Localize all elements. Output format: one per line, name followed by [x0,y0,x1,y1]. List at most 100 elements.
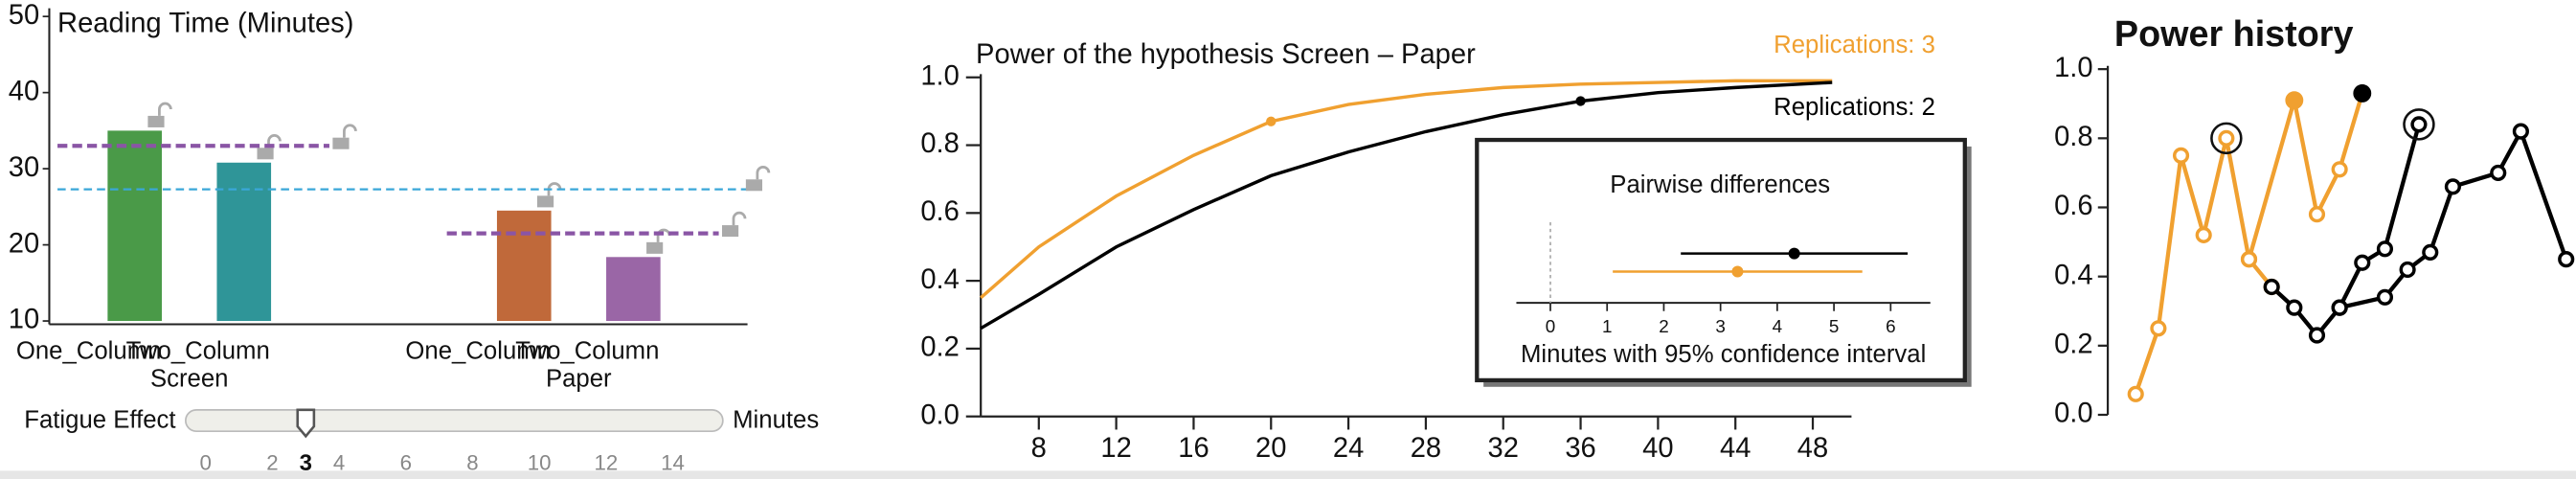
lock-icon[interactable] [536,195,554,208]
x-tick-label: 8 [1031,433,1047,464]
x-tick-label: Two_Column [126,337,270,364]
highlight-point [1266,116,1277,126]
lock-icon[interactable] [147,115,165,127]
inset-tick-label: 1 [1602,317,1612,337]
history-point[interactable] [2195,226,2212,243]
history-point[interactable] [2150,320,2167,337]
y-tick-label: 0.6 [2054,191,2093,221]
group-label: Paper [546,366,612,393]
selected-point[interactable] [2353,83,2372,103]
legend-entry: Replications: 3 [1774,32,1935,58]
history-point[interactable] [2308,206,2326,223]
y-tick-label: 20 [9,228,39,259]
slider-unit: Minutes [733,407,819,434]
slider-value: 3 [300,450,312,476]
history-point[interactable] [2286,299,2303,316]
series-line [980,79,1833,300]
lock-icon[interactable] [732,211,747,226]
group-label: Screen [150,366,229,393]
lock-icon[interactable] [646,241,664,254]
current-ring [2210,122,2243,155]
inset-tick-label: 5 [1829,317,1839,337]
bar [216,162,272,322]
current-ring [2403,108,2435,141]
x-tick-label: 48 [1797,433,1828,464]
lock-icon[interactable] [332,137,350,149]
highlight-point [1575,96,1586,106]
history-point[interactable] [2308,327,2326,344]
inset-tick-label: 3 [1715,317,1725,337]
y-tick-label: 0.0 [920,399,960,430]
y-tick-label: 50 [9,0,39,31]
y-tick-label: 1.0 [920,60,960,91]
history-point[interactable] [2127,385,2144,402]
history-point[interactable] [2399,261,2416,279]
slider-label: Fatigue Effect [24,407,175,434]
bar [606,257,661,322]
history-point[interactable] [2376,240,2394,258]
chart-title: Reading Time (Minutes) [57,8,353,38]
history-point[interactable] [2331,161,2348,178]
x-tick-label: 28 [1411,433,1441,464]
y-tick-label: 1.0 [2054,53,2093,83]
history-point[interactable] [2444,178,2462,195]
x-tick-label: 44 [1720,433,1751,464]
y-tick-label: 0.4 [920,264,960,295]
slider-handle[interactable] [296,408,316,439]
chart-title: Power of the hypothesis Screen – Paper [976,39,1476,70]
lock-icon[interactable] [721,225,739,238]
history-point[interactable] [2172,147,2190,164]
y-tick-label: 0.2 [2054,330,2093,360]
history-line [2339,125,2568,310]
history-point[interactable] [2240,251,2258,268]
slider-tick-label: 10 [528,450,552,474]
y-tick-label: 0.8 [2054,122,2093,152]
history-line [2247,92,2364,261]
y-tick-label: 0.0 [2054,399,2093,429]
x-tick-label: 20 [1255,433,1286,464]
y-tick-label: 0.6 [920,196,960,227]
lock-icon[interactable] [257,148,274,160]
history-point[interactable] [2376,288,2394,306]
lock-icon[interactable] [267,134,282,148]
history-point[interactable] [2558,251,2575,268]
slider-track[interactable] [185,408,724,433]
bar [107,130,162,322]
bottom-strip [0,470,2576,479]
lock-icon[interactable] [756,166,771,180]
lock-icon[interactable] [745,179,763,192]
lock-icon[interactable] [343,124,357,138]
x-tick-label: Two_Column [515,337,659,364]
x-tick-label: 12 [1100,433,1131,464]
history-point[interactable] [2512,123,2529,140]
y-tick-label: 0.8 [920,128,960,159]
y-tick-label: 0.2 [920,332,960,363]
x-tick-label: One_Column [16,337,162,364]
history-point[interactable] [2218,129,2235,147]
selected-point[interactable] [2285,91,2304,110]
history-point[interactable] [2422,243,2439,261]
lock-icon[interactable] [158,102,172,116]
inset-tick-label: 2 [1659,317,1668,337]
x-tick-label: One_Column [405,337,551,364]
mean-difference [1731,265,1744,278]
inset-box [1475,137,1967,383]
history-point[interactable] [2410,116,2428,133]
slider-tick-label: 14 [661,450,685,474]
legend-entry: Replications: 2 [1774,94,1935,121]
slider-tick-label: 2 [266,450,278,474]
slider-tick-label: 8 [466,450,478,474]
chart-title: Power history [2114,14,2354,55]
history-point[interactable] [2331,299,2348,316]
history-point[interactable] [2354,254,2371,271]
slider-tick-label: 12 [594,450,618,474]
inset-xlabel: Minutes with 95% confidence interval [1521,341,1926,368]
slider-tick-label: 0 [200,450,212,474]
y-tick-label: 0.4 [2054,260,2093,290]
history-point[interactable] [2263,278,2280,296]
history-point[interactable] [2490,164,2507,182]
inset-title: Pairwise differences [1610,171,1830,198]
inset-tick-label: 6 [1886,317,1895,337]
y-tick-label: 30 [9,152,39,183]
